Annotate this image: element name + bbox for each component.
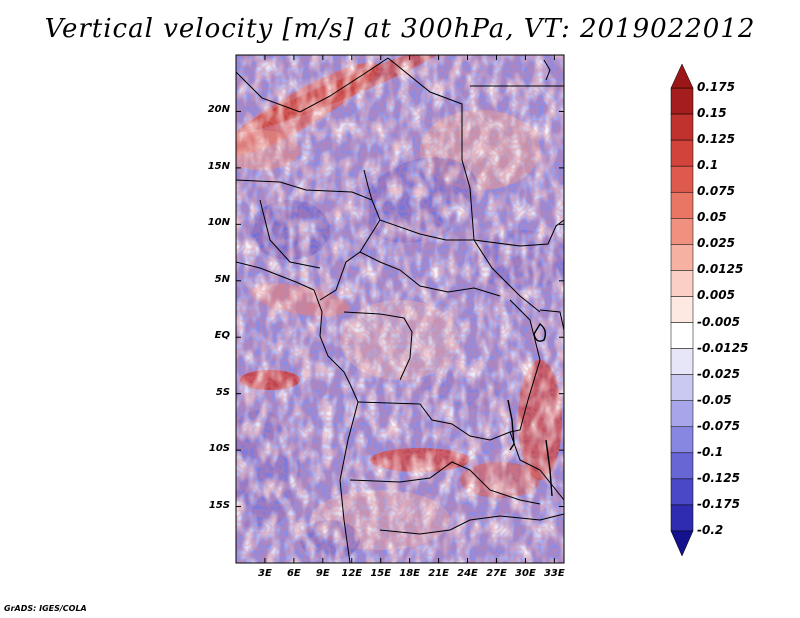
colorbar-label: 0.025	[697, 236, 735, 251]
colorbar-box	[670, 244, 694, 271]
boundary-niger-chad	[236, 179, 381, 301]
boundary-drc-east	[509, 299, 541, 433]
colorbar-box	[670, 296, 694, 323]
colorbar-label: -0.175	[697, 496, 740, 511]
colorbar-label: 0.05	[697, 210, 727, 225]
boundary-nigeria	[259, 199, 321, 269]
colorbar-label: 0.1	[697, 158, 719, 173]
credit-text: GrADS: IGES/COLA	[4, 604, 87, 613]
colorbar-box	[670, 191, 694, 219]
latitude-label: 5N	[214, 273, 230, 285]
colorbar-box	[670, 322, 694, 349]
colorbar-label: -0.05	[697, 392, 732, 407]
boundary-north	[236, 57, 389, 113]
coast-sinai	[543, 59, 551, 81]
colorbar-box	[670, 87, 694, 115]
latitude-label: 10S	[208, 443, 230, 455]
colorbar-box	[670, 139, 694, 167]
colorbar-label: 0.175	[697, 80, 735, 94]
colorbar-label: 0.005	[697, 288, 735, 303]
boundary-car-south	[359, 251, 501, 297]
boundary-libya-egypt	[387, 57, 475, 241]
latitude-label: 5S	[215, 386, 230, 398]
colorbar-box	[670, 452, 694, 480]
latitude-label: 10N	[207, 217, 230, 229]
latitude-label: 20N	[207, 104, 230, 116]
colorbar-label: -0.2	[697, 523, 724, 537]
latitude-label: 15S	[208, 499, 230, 511]
colorbar-box	[670, 113, 694, 141]
colorbar-boxes	[670, 87, 694, 532]
colorbar-box	[670, 270, 694, 297]
boundary-malawi	[509, 431, 564, 501]
latitude-label: EQ	[214, 330, 230, 342]
colorbar-box	[670, 348, 694, 375]
coast-gulf	[236, 261, 315, 291]
longitude-label: 9E	[315, 568, 330, 579]
longitude-label: 18E	[399, 568, 421, 579]
boundary-congo	[343, 311, 413, 381]
boundary-car-sudan	[379, 219, 541, 313]
coast-gabon-congo	[313, 289, 359, 403]
boundary-kenya	[539, 309, 564, 331]
longitude-label: 24E	[457, 568, 478, 579]
longitude-label: 3E	[258, 568, 272, 579]
colorbar-label: 0.0125	[697, 262, 744, 277]
colorbar-label: 0.125	[697, 132, 735, 147]
colorbar-label: -0.075	[697, 418, 740, 433]
colorbar-box	[670, 400, 694, 428]
colorbar-label: -0.025	[697, 366, 740, 381]
map-field	[236, 55, 564, 563]
lakes	[507, 322, 553, 497]
colorbar-label: -0.125	[697, 470, 740, 485]
boundary-sudan	[473, 219, 564, 247]
colorbar	[670, 63, 694, 557]
colorbar-label: 0.075	[697, 184, 735, 199]
coast-angola	[339, 401, 359, 563]
map-frame	[235, 54, 565, 564]
colorbar-bottom-arrow	[670, 530, 694, 557]
longitude-label: 33E	[543, 568, 565, 579]
colorbar-label: -0.1	[697, 444, 724, 459]
lake-malawi	[545, 439, 553, 497]
colorbar-box	[670, 165, 694, 193]
colorbar-box	[670, 478, 694, 506]
longitude-label: 12E	[341, 568, 363, 579]
boundary-namibia	[379, 513, 564, 535]
colorbar-top-arrow	[670, 63, 694, 89]
field-speckle	[236, 55, 564, 563]
map-title: Vertical velocity [m/s] at 300hPa, VT: 2…	[44, 14, 756, 44]
longitude-label: 15E	[370, 568, 392, 579]
longitude-label: 30E	[515, 568, 536, 579]
longitude-label: 21E	[428, 568, 449, 579]
latitude-label: 15N	[207, 160, 230, 172]
boundary-angola-drc	[357, 401, 511, 441]
colorbar-box	[670, 504, 694, 532]
axis-ticks	[236, 55, 564, 563]
boundary-chad-north	[363, 169, 373, 201]
boundary-zambia	[349, 461, 541, 505]
longitude-label: 27E	[486, 568, 507, 579]
colorbar-box	[670, 426, 694, 454]
lake-tanganyika	[507, 399, 515, 451]
colorbar-label: -0.005	[697, 314, 740, 329]
colorbar-label: 0.15	[697, 106, 727, 121]
colorbar-box	[670, 374, 694, 401]
colorbar-box	[670, 218, 694, 245]
lake-victoria	[533, 322, 547, 342]
longitude-label: 6E	[286, 568, 301, 579]
colorbar-label: -0.0125	[697, 340, 749, 355]
political-boundaries	[236, 57, 564, 563]
